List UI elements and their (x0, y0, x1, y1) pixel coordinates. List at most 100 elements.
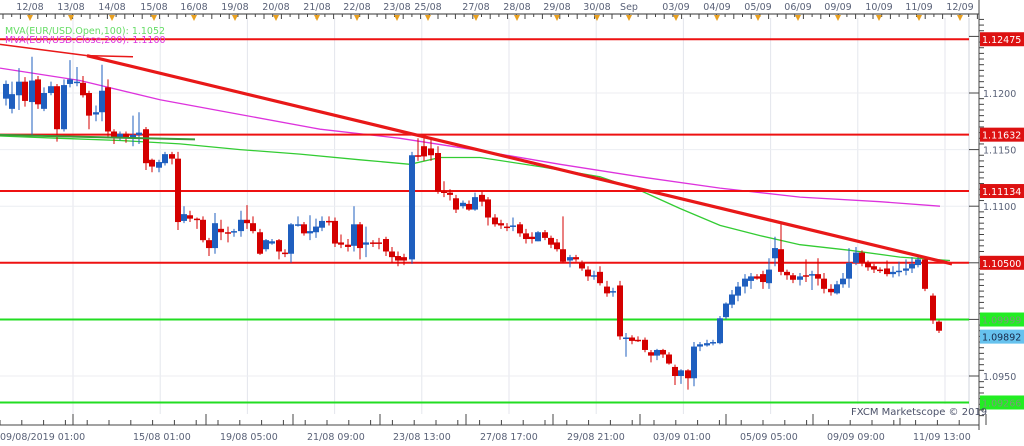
candle[interactable] (729, 289, 735, 309)
candle[interactable] (288, 223, 294, 263)
candle[interactable] (890, 266, 896, 278)
candle[interactable] (903, 259, 909, 276)
candle[interactable] (542, 229, 548, 241)
candle[interactable] (9, 81, 15, 114)
candle[interactable] (338, 234, 344, 249)
candle[interactable] (717, 316, 723, 345)
candle[interactable] (16, 68, 22, 110)
candle[interactable] (169, 151, 175, 165)
candle[interactable] (466, 200, 472, 211)
candle[interactable] (691, 342, 697, 387)
candle[interactable] (22, 77, 28, 107)
trendline-main[interactable] (86, 54, 953, 266)
candle[interactable] (143, 126, 149, 170)
candle[interactable] (579, 260, 585, 271)
candle[interactable] (790, 272, 796, 284)
downtrend-line[interactable] (0, 43, 953, 266)
candle[interactable] (915, 256, 921, 268)
candle[interactable] (704, 339, 710, 347)
candle[interactable] (797, 272, 803, 286)
candle[interactable] (865, 260, 871, 271)
candle[interactable] (821, 272, 827, 294)
candle[interactable] (363, 226, 369, 258)
candle[interactable] (117, 131, 123, 141)
candle[interactable] (276, 239, 282, 260)
candle[interactable] (409, 151, 415, 264)
candle[interactable] (162, 151, 168, 166)
candle[interactable] (930, 293, 936, 324)
candle[interactable] (357, 222, 363, 260)
candle[interactable] (41, 87, 47, 112)
candle[interactable] (389, 246, 395, 263)
candle[interactable] (548, 235, 554, 249)
candle[interactable] (29, 56, 35, 135)
candle[interactable] (623, 332, 629, 357)
candle[interactable] (218, 219, 224, 241)
candle[interactable] (498, 219, 504, 229)
candle[interactable] (492, 214, 498, 227)
candle[interactable] (529, 232, 535, 244)
candle[interactable] (441, 181, 447, 198)
candle[interactable] (307, 215, 313, 241)
candle[interactable] (666, 352, 672, 365)
candle[interactable] (748, 272, 754, 289)
candle[interactable] (685, 369, 691, 390)
candle[interactable] (383, 236, 389, 257)
candle[interactable] (840, 272, 846, 288)
candle[interactable] (884, 260, 890, 277)
candle[interactable] (567, 254, 573, 268)
candle[interactable] (896, 261, 902, 277)
candle[interactable] (301, 222, 307, 236)
candle[interactable] (156, 159, 162, 173)
candle[interactable] (86, 90, 92, 130)
candle[interactable] (295, 216, 301, 227)
candle[interactable] (74, 66, 80, 87)
candle[interactable] (922, 257, 928, 292)
candle[interactable] (257, 228, 263, 255)
candle[interactable] (181, 206, 187, 224)
candle[interactable] (585, 266, 591, 281)
candle[interactable] (678, 369, 684, 384)
candle[interactable] (642, 337, 648, 353)
candle[interactable] (313, 218, 319, 238)
candle[interactable] (573, 254, 579, 262)
bottom-time-axis[interactable]: 09/08/2019 01:00 15/08 01:00 19/08 05:00 21… (0, 414, 987, 443)
candle[interactable] (834, 280, 840, 295)
candle[interactable] (479, 191, 485, 207)
candle[interactable] (244, 205, 250, 229)
candle[interactable] (560, 216, 566, 263)
candle[interactable] (250, 216, 256, 234)
candle[interactable] (510, 217, 516, 232)
candle[interactable] (517, 222, 523, 237)
candle[interactable] (282, 249, 288, 258)
candle[interactable] (401, 253, 407, 266)
candle[interactable] (697, 342, 703, 352)
candle[interactable] (936, 320, 942, 333)
candle[interactable] (80, 76, 86, 98)
candle[interactable] (345, 239, 351, 252)
candle[interactable] (421, 138, 427, 161)
candle[interactable] (828, 284, 834, 296)
candle[interactable] (710, 339, 716, 346)
candle[interactable] (648, 349, 654, 363)
candle[interactable] (351, 206, 357, 252)
candle[interactable] (187, 210, 193, 223)
candle[interactable] (99, 64, 105, 122)
candle[interactable] (485, 197, 491, 226)
candle[interactable] (149, 158, 155, 173)
candle[interactable] (231, 228, 237, 237)
candle[interactable] (523, 228, 529, 244)
candle[interactable] (735, 282, 741, 302)
candle[interactable] (853, 246, 859, 266)
candle[interactable] (846, 248, 852, 288)
candle[interactable] (504, 223, 510, 232)
candle[interactable] (591, 270, 597, 280)
candle[interactable] (269, 239, 275, 245)
candle[interactable] (760, 270, 766, 289)
candle[interactable] (212, 212, 218, 254)
candle[interactable] (778, 222, 784, 276)
candle[interactable] (48, 81, 54, 96)
candle[interactable] (200, 216, 206, 243)
candle[interactable] (238, 210, 244, 237)
candle[interactable] (453, 194, 459, 213)
